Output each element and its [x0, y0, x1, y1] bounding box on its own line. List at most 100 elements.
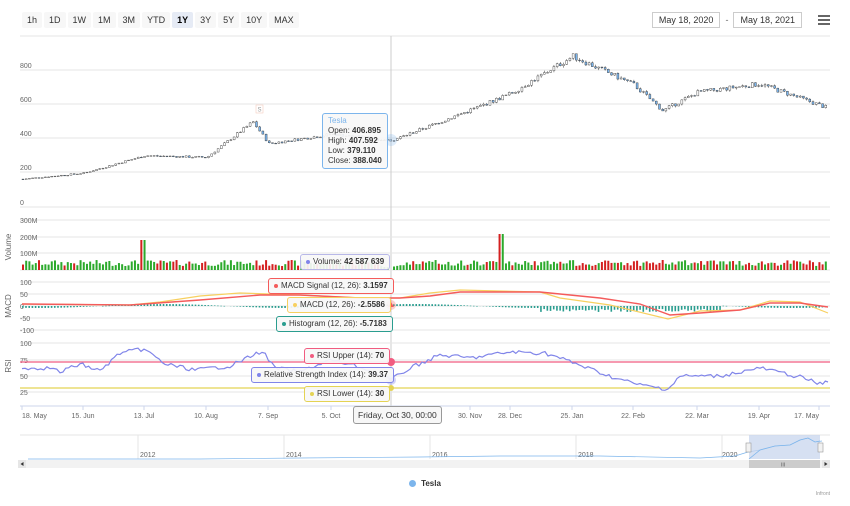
svg-text:200: 200 [20, 165, 32, 172]
volume-y-axis: 300M 200M 100M [20, 218, 38, 258]
tooltip-rsi-lower-label: RSI Lower (14): [317, 389, 376, 398]
price-grid [20, 69, 830, 208]
tooltip-open-value: 406.895 [352, 126, 381, 135]
tooltip-macd-signal-value: 3.1597 [363, 281, 388, 290]
svg-text:600: 600 [20, 97, 32, 104]
range-button-1m[interactable]: 1M [93, 12, 116, 28]
range-button-3y[interactable]: 3Y [195, 12, 217, 28]
svg-text:50: 50 [20, 374, 28, 381]
tooltip-volume-label: Volume: [313, 257, 345, 266]
price-y-axis: 800 600 400 200 0 [20, 63, 32, 207]
navigator[interactable]: 2012 2014 2016 2018 2020 III [18, 434, 830, 469]
date-from-input[interactable]: May 18, 2020 [651, 12, 721, 28]
rsi-series[interactable] [21, 347, 829, 391]
range-button-10y[interactable]: 10Y [241, 12, 268, 28]
rsi-axis-title: RSI [4, 359, 13, 372]
svg-text:22. Mar: 22. Mar [685, 413, 709, 420]
range-selector: 1h 1D 1W 1M 3M YTD 1Y 3Y 5Y 10Y MAX [22, 12, 299, 28]
tooltip-close-value: 388.040 [352, 156, 382, 165]
svg-text:22. Feb: 22. Feb [621, 413, 645, 420]
range-button-ytd[interactable]: YTD [142, 12, 171, 28]
legend: Tesla [0, 479, 850, 488]
macd-axis-title: MACD [4, 294, 13, 318]
volume-series[interactable] [22, 234, 827, 270]
macd-tooltip: MACD (12, 26): -2.5586 [287, 297, 391, 313]
svg-text:2012: 2012 [140, 452, 156, 459]
tooltip-close-label: Close: [328, 156, 353, 165]
svg-text:2018: 2018 [578, 452, 594, 459]
tooltip-low-value: 379.110 [347, 146, 376, 155]
navigator-handle-right[interactable] [817, 442, 824, 453]
tooltip-rsi-upper-label: RSI Upper (14): [317, 351, 376, 360]
tooltip-rsi-lower-value: 30 [375, 389, 385, 398]
scroll-right-arrow-icon [824, 462, 828, 466]
tooltip-low-label: Low: [328, 146, 348, 155]
range-button-1h[interactable]: 1h [22, 12, 43, 28]
svg-text:800: 800 [20, 63, 32, 70]
svg-text:100: 100 [20, 341, 32, 348]
date-to-input[interactable]: May 18, 2021 [733, 12, 802, 28]
tooltip-open-label: Open: [328, 126, 353, 135]
svg-text:7. Sep: 7. Sep [258, 413, 278, 420]
svg-text:2014: 2014 [286, 452, 302, 459]
range-button-5y[interactable]: 5Y [218, 12, 240, 28]
tooltip-rsi-value: 39.37 [368, 370, 389, 379]
tooltip-volume-value: 42 587 639 [344, 257, 385, 266]
date-range-inputs: May 18, 2020 - May 18, 2021 [651, 12, 802, 28]
credits[interactable]: Infront [815, 491, 830, 497]
x-axis-date-tooltip: Friday, Oct 30, 00:00 [353, 406, 442, 424]
svg-text:30. Nov: 30. Nov [458, 413, 483, 420]
candlestick-series[interactable] [21, 53, 828, 180]
svg-text:17. May: 17. May [794, 413, 819, 420]
price-tooltip: Tesla Open: 406.895 High: 407.592 Low: 3… [322, 113, 388, 169]
tooltip-series-name: Tesla [328, 116, 347, 125]
svg-text:100M: 100M [20, 251, 38, 258]
range-button-max[interactable]: MAX [269, 12, 299, 28]
svg-text:III: III [781, 463, 785, 469]
svg-text:300M: 300M [20, 218, 38, 225]
date-separator: - [725, 15, 729, 25]
svg-text:400: 400 [20, 131, 32, 138]
navigator-scrollbar-thumb[interactable] [749, 460, 820, 468]
volume-axis-title: Volume [4, 233, 13, 260]
scroll-left-arrow-icon [20, 462, 24, 466]
svg-text:0: 0 [20, 200, 24, 207]
svg-text:19. Apr: 19. Apr [748, 413, 771, 420]
svg-text:5. Oct: 5. Oct [322, 413, 341, 420]
rsi-lower-tooltip: RSI Lower (14): 30 [304, 386, 391, 402]
tooltip-macd-label: MACD (12, 26): [300, 300, 358, 309]
range-button-1y[interactable]: 1Y [172, 12, 194, 28]
svg-text:25: 25 [20, 390, 28, 397]
histogram-tooltip: Histogram (12, 26): -5.7183 [276, 316, 393, 332]
range-button-3m[interactable]: 3M [117, 12, 141, 28]
svg-text:18. May: 18. May [22, 413, 47, 420]
flag-marker[interactable]: S [255, 104, 264, 114]
svg-text:50: 50 [20, 292, 28, 299]
svg-text:15. Jun: 15. Jun [72, 413, 95, 420]
tooltip-rsi-label: Relative Strength Index (14): [264, 370, 369, 379]
hover-point-marker [385, 134, 397, 146]
legend-item-tesla[interactable]: Tesla [421, 479, 441, 488]
svg-text:28. Dec: 28. Dec [498, 413, 523, 420]
navigator-scrollbar-track[interactable] [20, 460, 830, 468]
tooltip-macd-value: -2.5586 [357, 300, 385, 309]
hamburger-menu-icon[interactable] [818, 15, 830, 25]
legend-marker-icon [409, 480, 417, 487]
rsi-grid [20, 342, 830, 393]
svg-text:100: 100 [20, 280, 32, 287]
navigator-handle-left[interactable] [745, 442, 752, 453]
navigator-selected-range[interactable] [749, 435, 820, 459]
rsi-tooltip: Relative Strength Index (14): 39.37 [251, 367, 395, 383]
macd-signal-series[interactable] [21, 291, 829, 316]
range-button-1d[interactable]: 1D [44, 12, 66, 28]
svg-text:200M: 200M [20, 235, 38, 242]
rsi-upper-tooltip: RSI Upper (14): 70 [304, 348, 391, 364]
macd-signal-tooltip: MACD Signal (12, 26): 3.1597 [268, 278, 394, 294]
svg-text:10. Aug: 10. Aug [194, 413, 218, 420]
tooltip-rsi-upper-value: 70 [375, 351, 385, 360]
range-button-1w[interactable]: 1W [67, 12, 92, 28]
svg-text:13. Jul: 13. Jul [134, 413, 155, 420]
svg-text:-50: -50 [20, 316, 30, 323]
tooltip-high-value: 407.592 [348, 136, 378, 145]
